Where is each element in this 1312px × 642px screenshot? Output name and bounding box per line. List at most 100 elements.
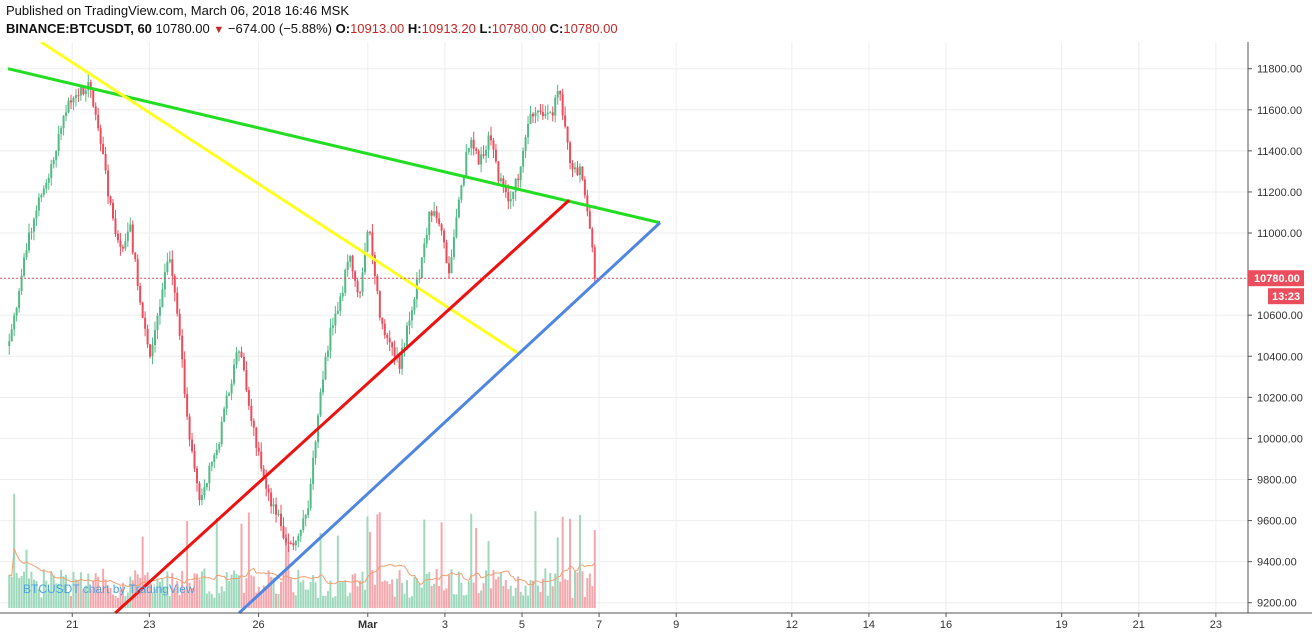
candle-body: [507, 192, 510, 202]
volume-bar: [349, 592, 352, 608]
candle-body: [102, 143, 105, 155]
countdown-text: 13:23: [1272, 291, 1300, 303]
volume-bar: [457, 571, 460, 608]
volume-bar: [381, 581, 384, 608]
symbol-label[interactable]: BINANCE:BTCUSDT, 60: [6, 21, 152, 36]
candle-body: [260, 451, 263, 469]
candle-body: [10, 329, 13, 342]
trendline-red: [114, 199, 571, 615]
volume-bar: [114, 595, 117, 608]
candle-body: [205, 483, 208, 488]
candle-body: [494, 149, 497, 162]
candle-body: [8, 341, 11, 346]
volume-bar: [534, 511, 537, 608]
candle-body: [326, 350, 329, 357]
candle-body: [514, 178, 517, 192]
time-axis: 21 23 26 Mar 3 5 7 9 12 14 16 19 21 23: [0, 612, 1312, 631]
volume-bar: [186, 521, 189, 608]
time-tick-label: 23: [143, 619, 155, 631]
candle-body: [490, 135, 492, 141]
price-tick-label: 11400.00: [1257, 146, 1302, 158]
volume-bar: [460, 582, 463, 608]
time-tick-label: 21: [66, 619, 78, 631]
volume-bar: [240, 523, 243, 608]
chart-area[interactable]: 11800.00 11600.00 11400.00 11200.00 11000.00…: [0, 40, 1312, 637]
candle-body: [131, 224, 134, 253]
candle-body: [504, 186, 507, 193]
volume-bar: [485, 570, 488, 608]
candle-body: [30, 231, 33, 233]
volume-bar: [72, 571, 75, 608]
candle-body: [364, 251, 366, 273]
volume-bar: [581, 571, 584, 608]
price-chart[interactable]: 11800.00 11600.00 11400.00 11200.00 11000.00…: [0, 40, 1312, 637]
volume-bar: [490, 588, 492, 608]
candle-body: [284, 538, 287, 543]
volume-bar: [57, 583, 60, 608]
volume-bar: [450, 569, 453, 608]
candle-body: [84, 90, 87, 95]
candle-body: [186, 394, 189, 417]
volume-bar: [250, 575, 253, 608]
candle-body: [522, 150, 525, 167]
volume-bar: [178, 594, 181, 608]
candle-body: [386, 335, 389, 339]
volume-bar: [378, 512, 381, 608]
candle-body: [331, 325, 334, 328]
candle-body: [196, 468, 198, 484]
volume-bar: [420, 587, 423, 608]
candle-body: [475, 148, 478, 151]
chart-header: Published on TradingView.com, March 06, …: [0, 0, 1312, 42]
candle-body: [267, 488, 270, 493]
volume-bar: [188, 582, 191, 608]
volume-bar: [591, 586, 594, 608]
volume-bar: [588, 573, 591, 608]
candle-body: [534, 112, 537, 117]
candle-body: [277, 513, 280, 515]
volume-bar: [507, 589, 510, 608]
volume-bar: [475, 528, 478, 608]
volume-bar: [438, 586, 441, 608]
candle-body: [329, 327, 332, 351]
volume-bar: [408, 597, 411, 608]
chart-grid: [0, 42, 1248, 613]
volume-bar: [257, 586, 260, 608]
volume-bar: [544, 568, 547, 608]
volume-bar: [104, 579, 107, 608]
candle-body: [72, 98, 75, 103]
candle-body: [289, 542, 292, 544]
volume-bar: [70, 596, 72, 608]
candle-body: [536, 110, 539, 113]
open-value: 10913.00: [350, 21, 405, 36]
volume-bar: [539, 592, 542, 608]
volume-bar: [280, 581, 282, 608]
volume-bar: [304, 589, 307, 608]
volume-bar: [141, 536, 144, 608]
candle-body: [420, 257, 423, 279]
candle-body: [139, 285, 142, 303]
candle-body: [151, 344, 154, 357]
price-axis: 11800.00 11600.00 11400.00 11200.00 11000.00…: [1247, 42, 1303, 613]
candle-body: [156, 315, 159, 331]
candle-body: [371, 232, 374, 256]
candle-body: [413, 299, 416, 311]
volume-bar: [502, 585, 505, 608]
volume-bar: [23, 571, 26, 608]
candle-body: [203, 487, 206, 495]
volume-bar: [351, 574, 354, 608]
last-price: 10780.00: [155, 21, 210, 36]
candle-body: [428, 211, 431, 235]
price-tick-label: 10200.00: [1257, 392, 1303, 404]
volume-bar: [482, 583, 485, 608]
volume-bar: [391, 579, 394, 608]
candle-body: [578, 166, 581, 176]
candle-body: [574, 167, 576, 170]
candle-body: [477, 150, 480, 165]
candle-body: [403, 346, 406, 348]
volume-bar: [205, 593, 208, 608]
volume-bar: [410, 596, 413, 608]
candle-body: [564, 115, 567, 127]
price-tick-label: 11600.00: [1257, 105, 1302, 117]
volume-bar: [149, 582, 152, 608]
volume-bar: [272, 577, 275, 608]
